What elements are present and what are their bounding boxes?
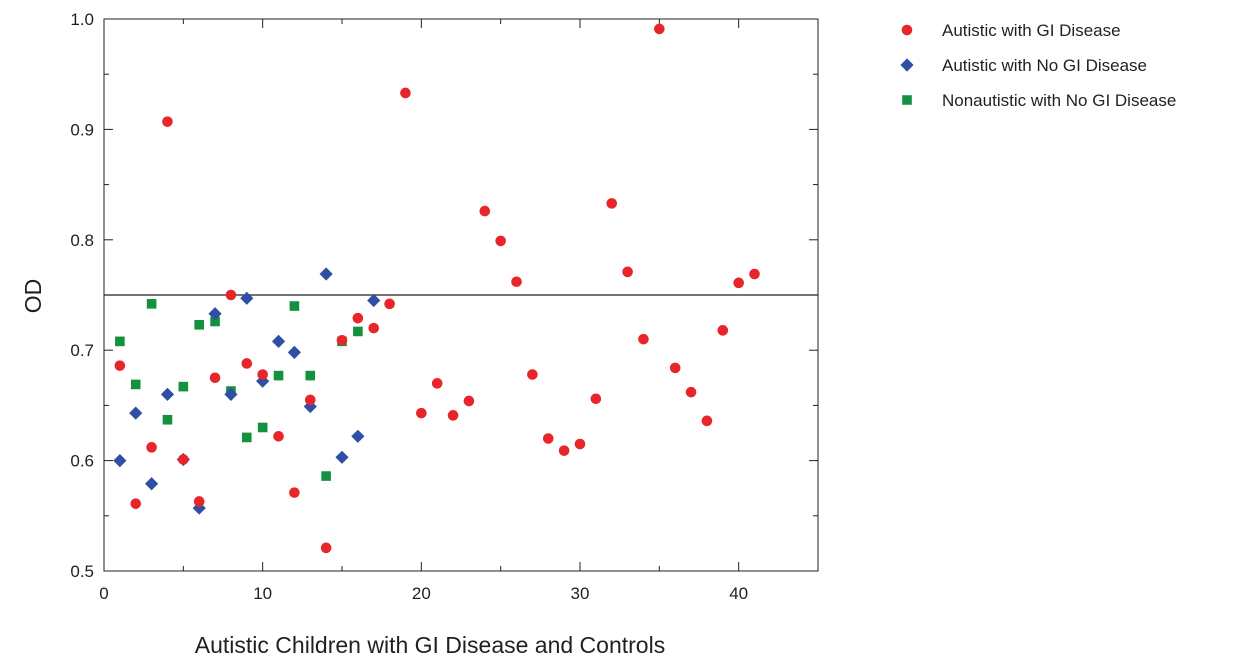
data-point — [368, 322, 380, 334]
data-point — [289, 487, 300, 498]
y-axis-title: OD — [20, 279, 46, 314]
data-point — [335, 450, 349, 464]
data-point — [351, 429, 365, 443]
data-point — [146, 442, 157, 453]
x-tick-label: 20 — [412, 584, 431, 603]
y-tick-label: 0.5 — [70, 562, 94, 581]
data-point — [479, 205, 491, 217]
legend-label: Nonautistic with No GI Disease — [942, 91, 1176, 110]
data-point — [242, 432, 252, 443]
y-tick-label: 0.6 — [70, 452, 94, 471]
axes: 0 10 20 30 40 0.5 0.6 0.7 0.8 0.9 1.0 — [70, 10, 819, 603]
data-point — [384, 298, 395, 310]
legend-marker — [900, 58, 914, 72]
legend: Autistic with GI Disease Autistic with No… — [900, 21, 1176, 110]
data-point — [162, 116, 173, 127]
data-point — [271, 334, 286, 348]
data-point — [352, 312, 364, 324]
data-point — [241, 358, 253, 369]
data-point — [558, 445, 570, 456]
data-point — [160, 387, 175, 401]
data-point — [622, 266, 633, 278]
data-point — [129, 406, 143, 420]
data-point — [192, 501, 206, 515]
data-point — [130, 379, 141, 390]
data-point — [336, 334, 348, 346]
legend-label: Autistic with No GI Disease — [942, 56, 1147, 75]
data-point — [178, 381, 189, 392]
data-point — [685, 386, 697, 398]
data-point — [225, 289, 237, 301]
data-point — [240, 291, 254, 305]
legend-marker — [902, 95, 912, 105]
data-point — [590, 393, 602, 405]
data-point — [287, 345, 301, 360]
data-point — [145, 477, 159, 491]
data-point — [130, 498, 142, 509]
x-tick-label: 0 — [99, 584, 108, 603]
data-point — [495, 235, 506, 247]
data-point — [527, 369, 538, 380]
data-point — [542, 433, 554, 444]
data-point — [416, 407, 427, 419]
y-tick-label: 1.0 — [70, 10, 94, 29]
legend-label: Autistic with GI Disease — [942, 21, 1121, 40]
data-point — [257, 369, 268, 380]
data-point — [574, 438, 586, 450]
data-point — [321, 471, 331, 481]
data-point — [353, 326, 363, 337]
x-tick-label: 40 — [729, 584, 748, 603]
data-point — [289, 301, 300, 311]
data-point — [400, 87, 411, 99]
data-point — [224, 387, 238, 401]
data-point — [273, 370, 284, 381]
data-point — [273, 431, 284, 442]
data-point — [193, 496, 205, 507]
data-point — [669, 362, 681, 374]
data-point — [178, 454, 189, 465]
data-point — [701, 415, 713, 427]
y-tick-label: 0.9 — [70, 120, 94, 139]
data-point — [717, 325, 729, 336]
data-point — [319, 267, 333, 281]
data-point — [606, 198, 618, 209]
data-point — [113, 454, 127, 468]
data-point — [367, 293, 381, 308]
data-point — [194, 320, 204, 330]
data-point — [208, 307, 222, 321]
data-point — [257, 422, 268, 433]
data-point — [304, 394, 316, 406]
data-point — [320, 542, 332, 554]
data-point — [162, 414, 173, 425]
x-tick-label: 30 — [571, 584, 590, 603]
data-point — [209, 372, 221, 384]
data-point — [463, 395, 475, 407]
x-tick-label: 10 — [253, 584, 272, 603]
data-point — [733, 277, 744, 289]
data-point — [447, 410, 459, 421]
y-tick-label: 0.8 — [70, 231, 94, 250]
data-point — [146, 299, 157, 309]
data-point — [115, 336, 125, 347]
data-point — [749, 268, 760, 280]
data-point — [431, 378, 443, 389]
data-point — [114, 360, 126, 371]
x-axis-title: Autistic Children with GI Disease and Co… — [195, 632, 665, 658]
data-markers — [113, 23, 760, 554]
data-point — [210, 316, 220, 327]
data-point — [638, 333, 649, 345]
data-point — [654, 23, 665, 35]
data-point — [511, 276, 522, 288]
legend-marker — [901, 24, 913, 36]
y-tick-label: 0.7 — [70, 341, 94, 360]
data-point — [305, 370, 316, 381]
